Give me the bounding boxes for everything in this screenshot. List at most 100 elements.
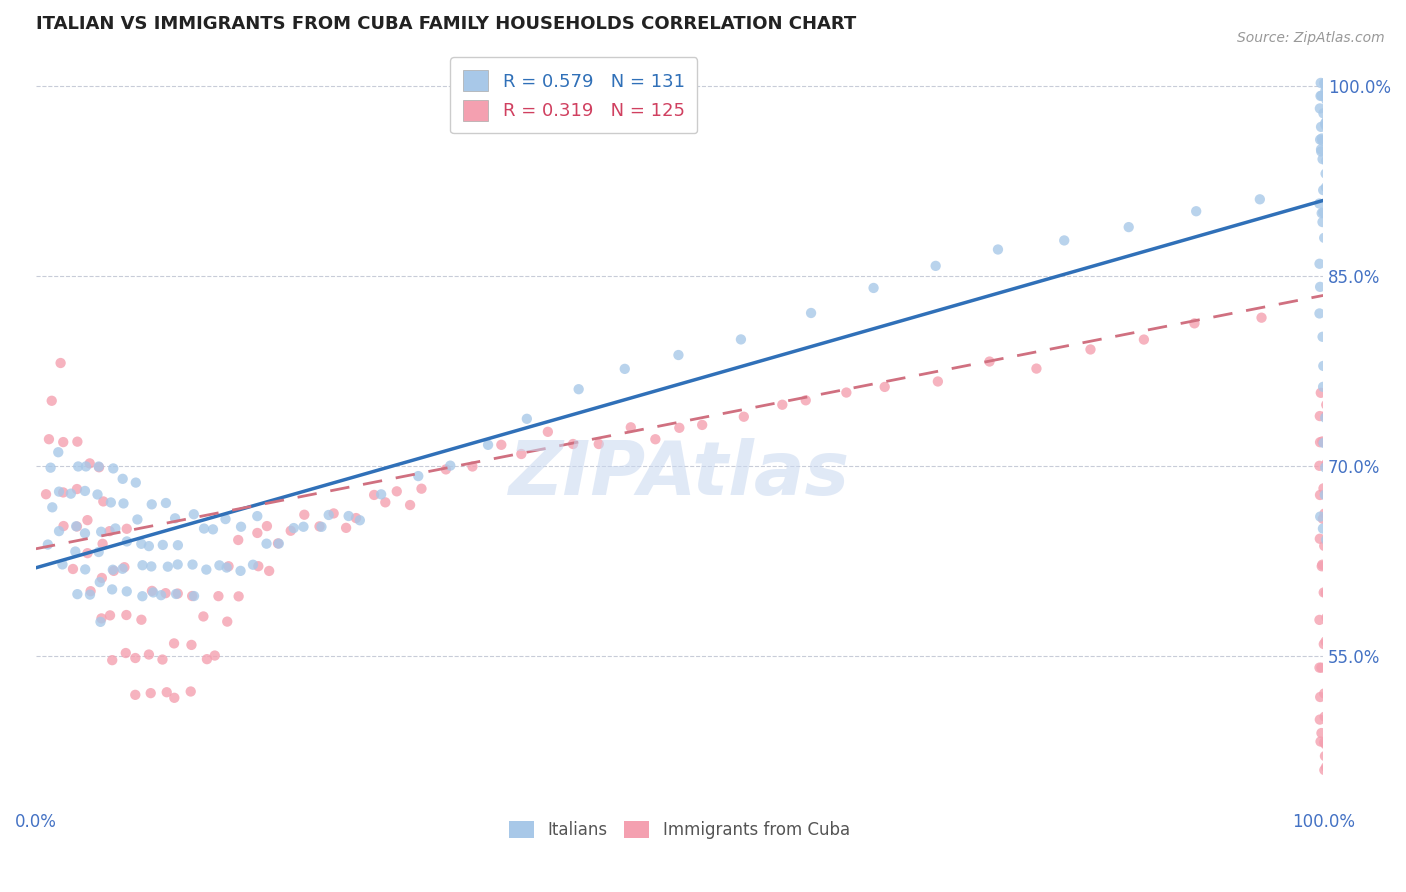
Point: [1315, 533, 1337, 547]
Point: [246, 509, 269, 524]
Point: [491, 438, 513, 452]
Point: [1310, 559, 1333, 574]
Point: [125, 475, 148, 490]
Point: [1309, 409, 1331, 423]
Point: [98, 608, 121, 623]
Point: [183, 508, 205, 522]
Point: [39, 460, 62, 475]
Point: [568, 382, 591, 396]
Point: [115, 607, 138, 622]
Point: [399, 498, 422, 512]
Point: [226, 533, 249, 547]
Point: [1309, 713, 1331, 727]
Point: [229, 520, 252, 534]
Point: [668, 348, 690, 362]
Point: [52, 435, 75, 450]
Point: [115, 522, 138, 536]
Point: [730, 333, 752, 347]
Point: [1184, 317, 1206, 331]
Point: [1313, 709, 1336, 723]
Point: [924, 259, 946, 273]
Point: [770, 398, 793, 412]
Point: [183, 589, 205, 603]
Point: [131, 589, 153, 603]
Point: [1315, 89, 1337, 103]
Point: [152, 538, 174, 552]
Point: [100, 495, 122, 509]
Point: [349, 513, 371, 527]
Point: [1312, 380, 1334, 394]
Point: [195, 563, 218, 577]
Point: [152, 652, 174, 666]
Point: [204, 648, 226, 663]
Point: [48, 484, 70, 499]
Point: [1185, 204, 1208, 219]
Point: [1309, 690, 1331, 704]
Point: [1313, 488, 1336, 502]
Point: [318, 508, 340, 522]
Point: [257, 564, 280, 578]
Point: [1312, 152, 1334, 166]
Point: [1025, 361, 1047, 376]
Point: [166, 586, 188, 600]
Point: [1312, 512, 1334, 526]
Point: [1080, 343, 1102, 357]
Point: [111, 472, 134, 486]
Point: [1315, 180, 1337, 194]
Point: [516, 412, 538, 426]
Point: [1308, 257, 1330, 271]
Point: [979, 354, 1001, 368]
Point: [87, 459, 110, 474]
Point: [1310, 145, 1333, 159]
Point: [229, 564, 252, 578]
Point: [1309, 385, 1331, 400]
Point: [141, 497, 163, 511]
Point: [267, 536, 290, 550]
Point: [1309, 509, 1331, 524]
Point: [131, 613, 153, 627]
Point: [613, 362, 636, 376]
Point: [1312, 134, 1334, 148]
Point: [1315, 76, 1337, 90]
Point: [311, 520, 333, 534]
Point: [167, 538, 190, 552]
Point: [66, 434, 89, 449]
Point: [363, 488, 385, 502]
Point: [90, 611, 112, 625]
Point: [79, 456, 101, 470]
Point: [75, 459, 97, 474]
Point: [1310, 142, 1333, 156]
Point: [86, 487, 108, 501]
Point: [1313, 736, 1336, 750]
Point: [156, 685, 179, 699]
Point: [1316, 408, 1339, 422]
Point: [142, 585, 165, 599]
Point: [537, 425, 560, 439]
Point: [477, 438, 499, 452]
Point: [181, 558, 204, 572]
Point: [51, 558, 73, 572]
Point: [217, 615, 239, 629]
Point: [180, 684, 202, 698]
Point: [76, 546, 98, 560]
Point: [1313, 116, 1336, 130]
Point: [165, 511, 187, 525]
Point: [733, 409, 755, 424]
Point: [65, 544, 87, 558]
Point: [280, 524, 302, 538]
Point: [89, 575, 111, 590]
Point: [1313, 637, 1336, 651]
Point: [131, 558, 153, 573]
Point: [1309, 435, 1331, 450]
Point: [103, 564, 125, 578]
Point: [1315, 167, 1337, 181]
Point: [124, 688, 146, 702]
Point: [1315, 737, 1337, 751]
Point: [1313, 539, 1336, 553]
Point: [1315, 410, 1337, 425]
Point: [65, 519, 87, 533]
Point: [66, 519, 89, 533]
Point: [1308, 196, 1330, 211]
Point: [1315, 398, 1337, 412]
Point: [1133, 333, 1156, 347]
